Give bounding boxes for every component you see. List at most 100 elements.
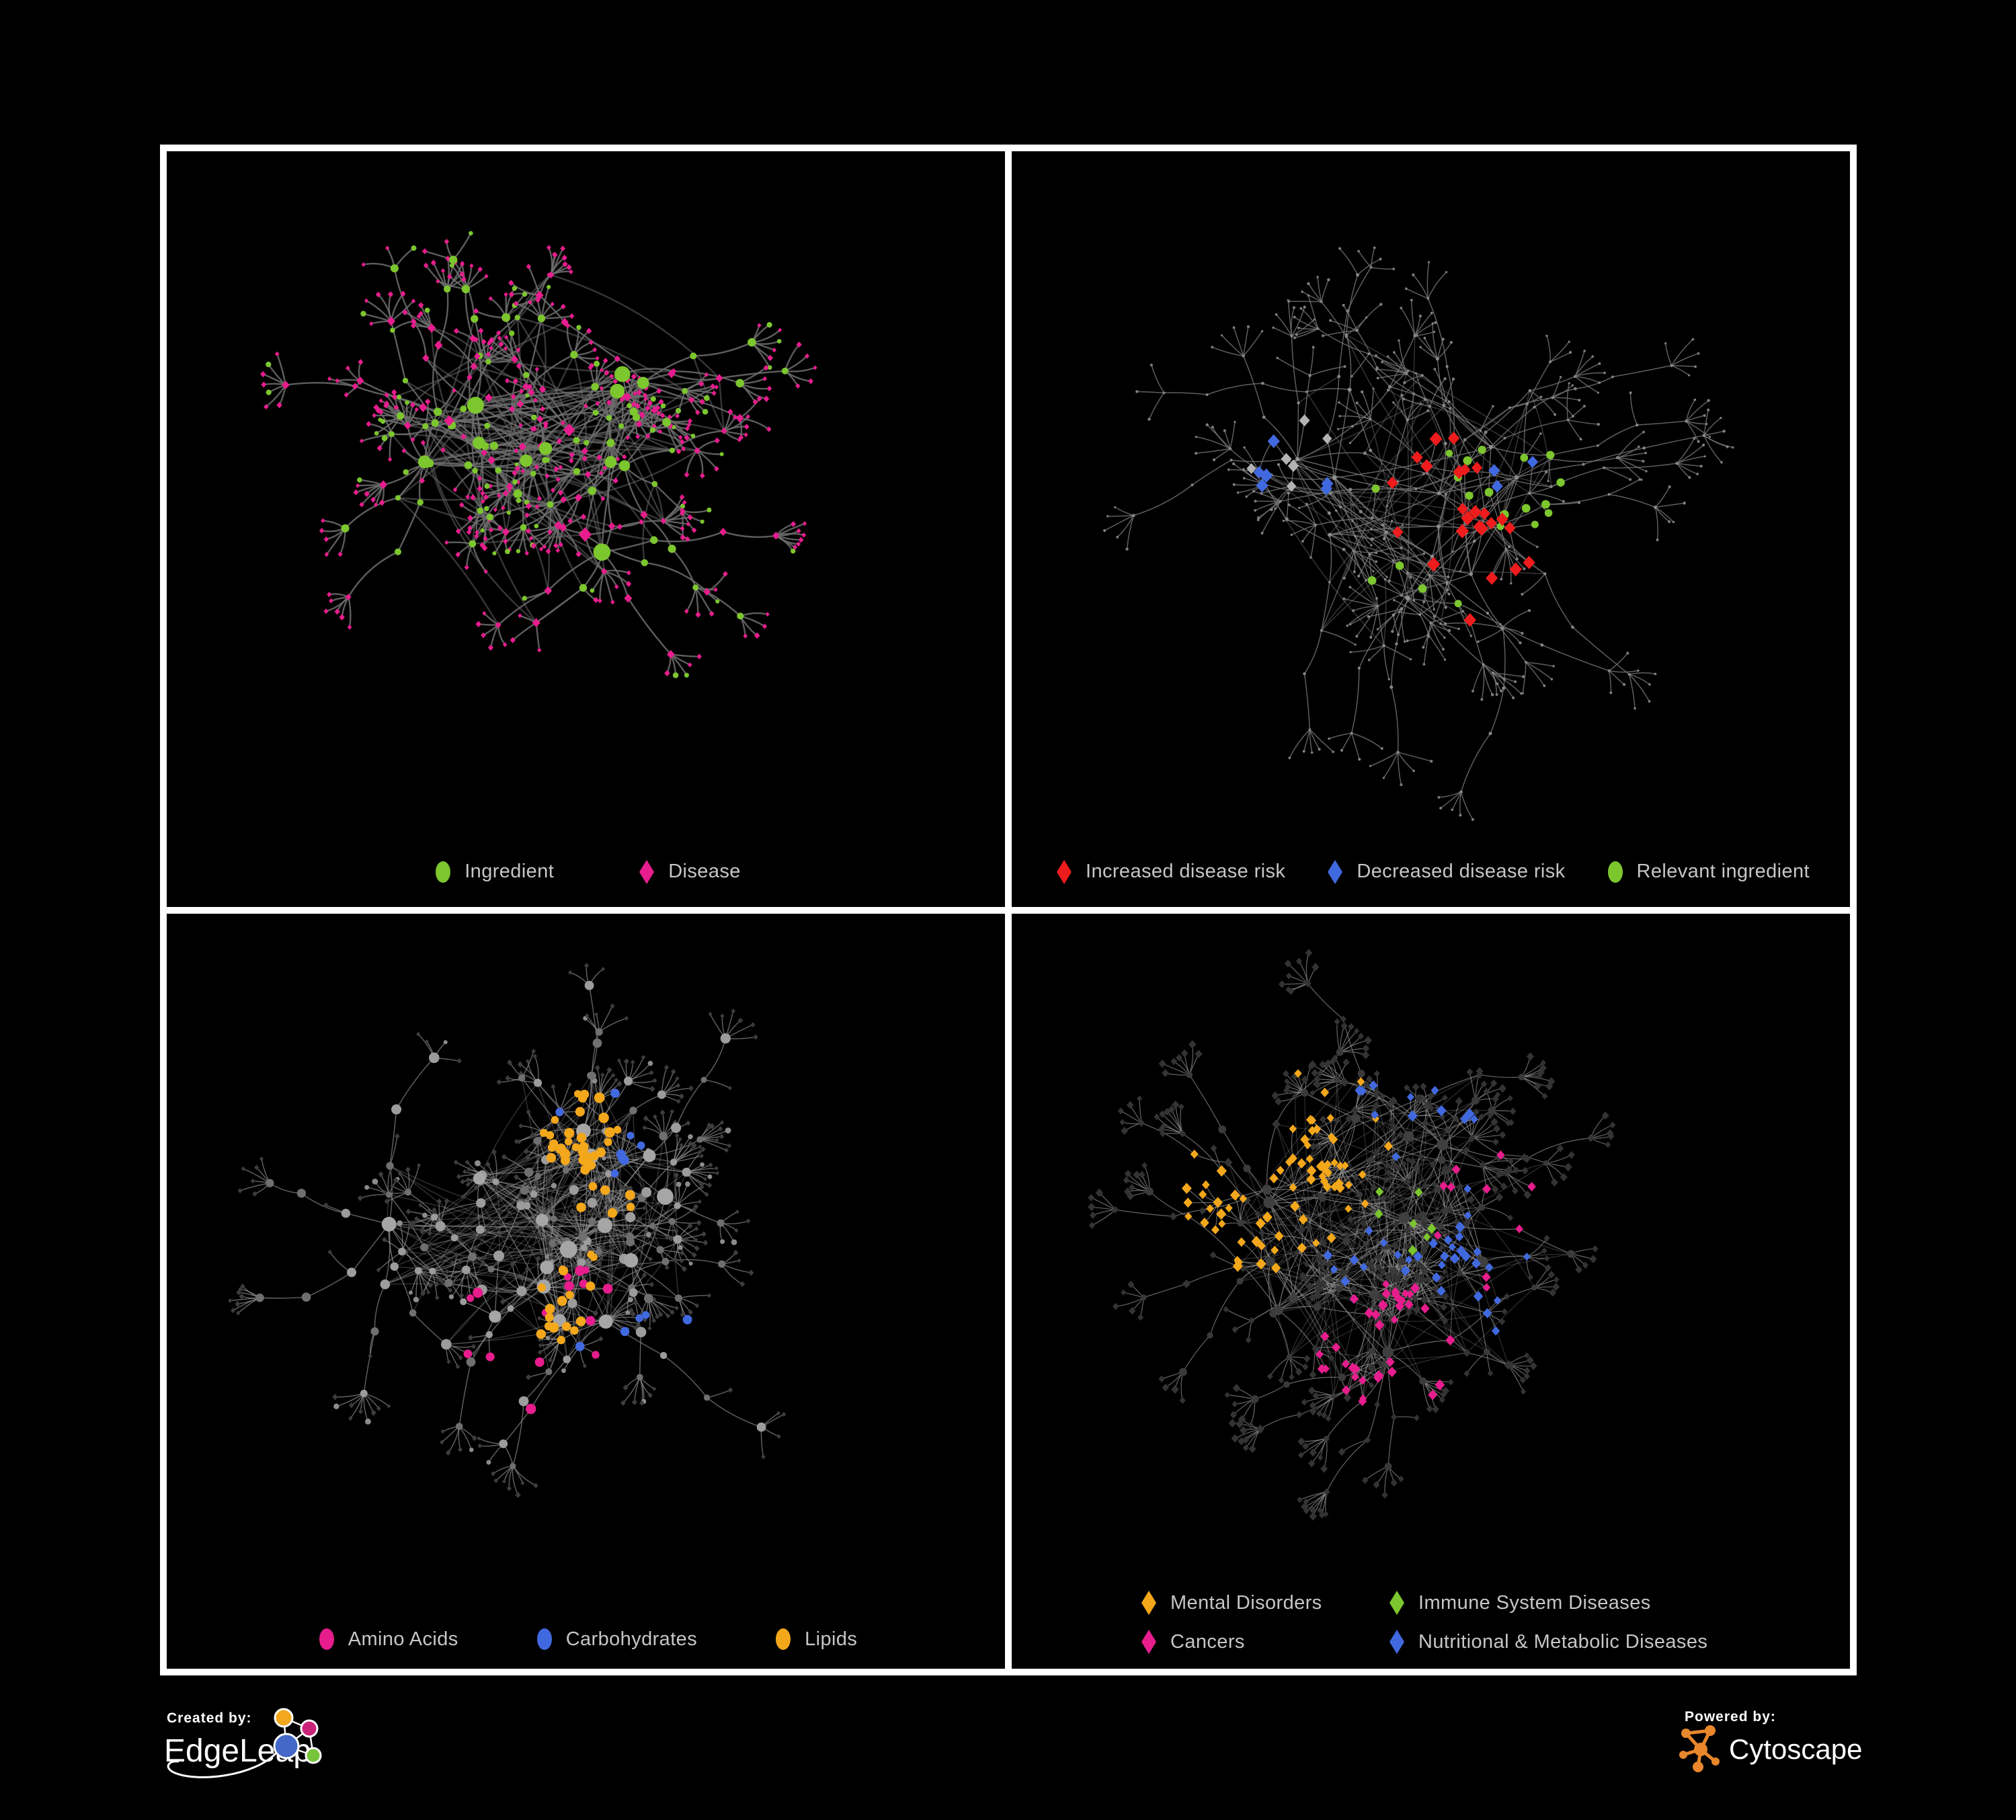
network-edge: [491, 1117, 604, 1269]
network-edge: [1350, 645, 1385, 653]
network-node: [588, 486, 596, 496]
network-node: [1691, 338, 1695, 341]
network-node: [1726, 445, 1729, 448]
network-node: [1439, 1396, 1445, 1403]
network-node: [276, 401, 282, 409]
network-node: [679, 1258, 684, 1263]
network-edge: [1509, 527, 1538, 548]
network-node: [1502, 686, 1506, 690]
network-node: [422, 423, 429, 430]
network-edge: [1478, 477, 1517, 528]
network-node: [1512, 696, 1515, 699]
network-node: [483, 493, 489, 501]
network-node: [469, 1447, 474, 1452]
network-node: [756, 1422, 766, 1432]
network-node: [1245, 1336, 1252, 1343]
network-node: [532, 426, 538, 432]
network-edge: [401, 1173, 616, 1252]
network-node: [694, 1237, 698, 1242]
ellipse-marker-icon: [1607, 861, 1623, 883]
network-node: [645, 1231, 651, 1237]
network-node: [624, 1121, 629, 1126]
network-edge: [739, 612, 768, 617]
network-edge: [592, 1130, 606, 1187]
network-node: [694, 1226, 699, 1231]
network-node: [426, 1208, 431, 1213]
network-edge: [1303, 629, 1322, 674]
network-node: [497, 493, 501, 498]
network-node: [1432, 1220, 1439, 1228]
network-node: [668, 369, 676, 379]
network-node: [694, 1302, 700, 1308]
network-node: [1615, 456, 1619, 460]
network-node: [1426, 633, 1430, 636]
network-node: [1434, 1185, 1441, 1193]
network-edge: [1670, 364, 1690, 376]
network-node: [387, 1403, 391, 1409]
network-node: [596, 1147, 606, 1157]
network-node: [688, 396, 695, 403]
network-node: [1510, 582, 1513, 585]
network-node: [698, 1144, 702, 1149]
network-node: [1271, 1091, 1279, 1100]
network-node: [1353, 570, 1356, 573]
network-node: [616, 1058, 621, 1063]
network-node: [1210, 1144, 1217, 1152]
network-node: [1699, 465, 1703, 468]
network-node: [1246, 325, 1250, 329]
network-node: [1607, 669, 1611, 672]
network-edge: [608, 417, 665, 522]
network-node: [1552, 665, 1555, 668]
network-edge: [1572, 627, 1630, 675]
network-node: [1325, 1415, 1332, 1422]
network-node: [1283, 1086, 1290, 1094]
network-node: [1434, 1214, 1441, 1221]
network-node: [420, 440, 426, 446]
network-node: [1603, 466, 1605, 469]
network-edge: [1329, 534, 1472, 575]
network-node: [576, 1202, 586, 1212]
network-node: [1697, 352, 1700, 355]
network-node: [1186, 1071, 1193, 1078]
network-node: [622, 1130, 627, 1135]
network-node: [640, 510, 648, 519]
network-node: [526, 264, 532, 270]
network-node: [1337, 374, 1341, 379]
network-edge: [1293, 316, 1319, 329]
network-node: [606, 415, 612, 421]
network-node: [1447, 575, 1450, 579]
network-node: [525, 393, 530, 398]
network-edge: [1479, 1074, 1523, 1078]
network-node: [550, 1215, 557, 1222]
network-svg: [1103, 246, 1734, 821]
network-edge: [495, 1181, 501, 1257]
network-node: [714, 437, 720, 444]
network-edge: [1529, 471, 1547, 494]
network-node: [592, 1350, 600, 1359]
network-edge: [573, 1236, 583, 1347]
network-node: [555, 1143, 567, 1154]
network-node: [1496, 682, 1499, 686]
network-node: [506, 1485, 512, 1491]
network-edge: [1406, 634, 1429, 641]
network-node: [798, 537, 804, 543]
network-edge: [590, 1155, 649, 1299]
network-node: [384, 1198, 390, 1204]
network-node: [592, 1038, 602, 1047]
network-node: [699, 473, 705, 479]
network-node: [1303, 1507, 1309, 1514]
network-edge: [1525, 662, 1553, 680]
network-node: [652, 1296, 657, 1302]
network-node: [467, 514, 473, 522]
network-node: [715, 1165, 719, 1171]
network-node: [674, 1171, 680, 1179]
network-node: [618, 423, 624, 429]
network-node: [1135, 390, 1139, 393]
network-node: [1478, 1203, 1486, 1211]
network-edge: [1437, 342, 1452, 360]
network-edge: [404, 379, 612, 444]
network-node: [598, 598, 602, 604]
network-node: [1429, 432, 1443, 446]
network-node: [1392, 559, 1395, 562]
network-node: [1293, 336, 1296, 340]
